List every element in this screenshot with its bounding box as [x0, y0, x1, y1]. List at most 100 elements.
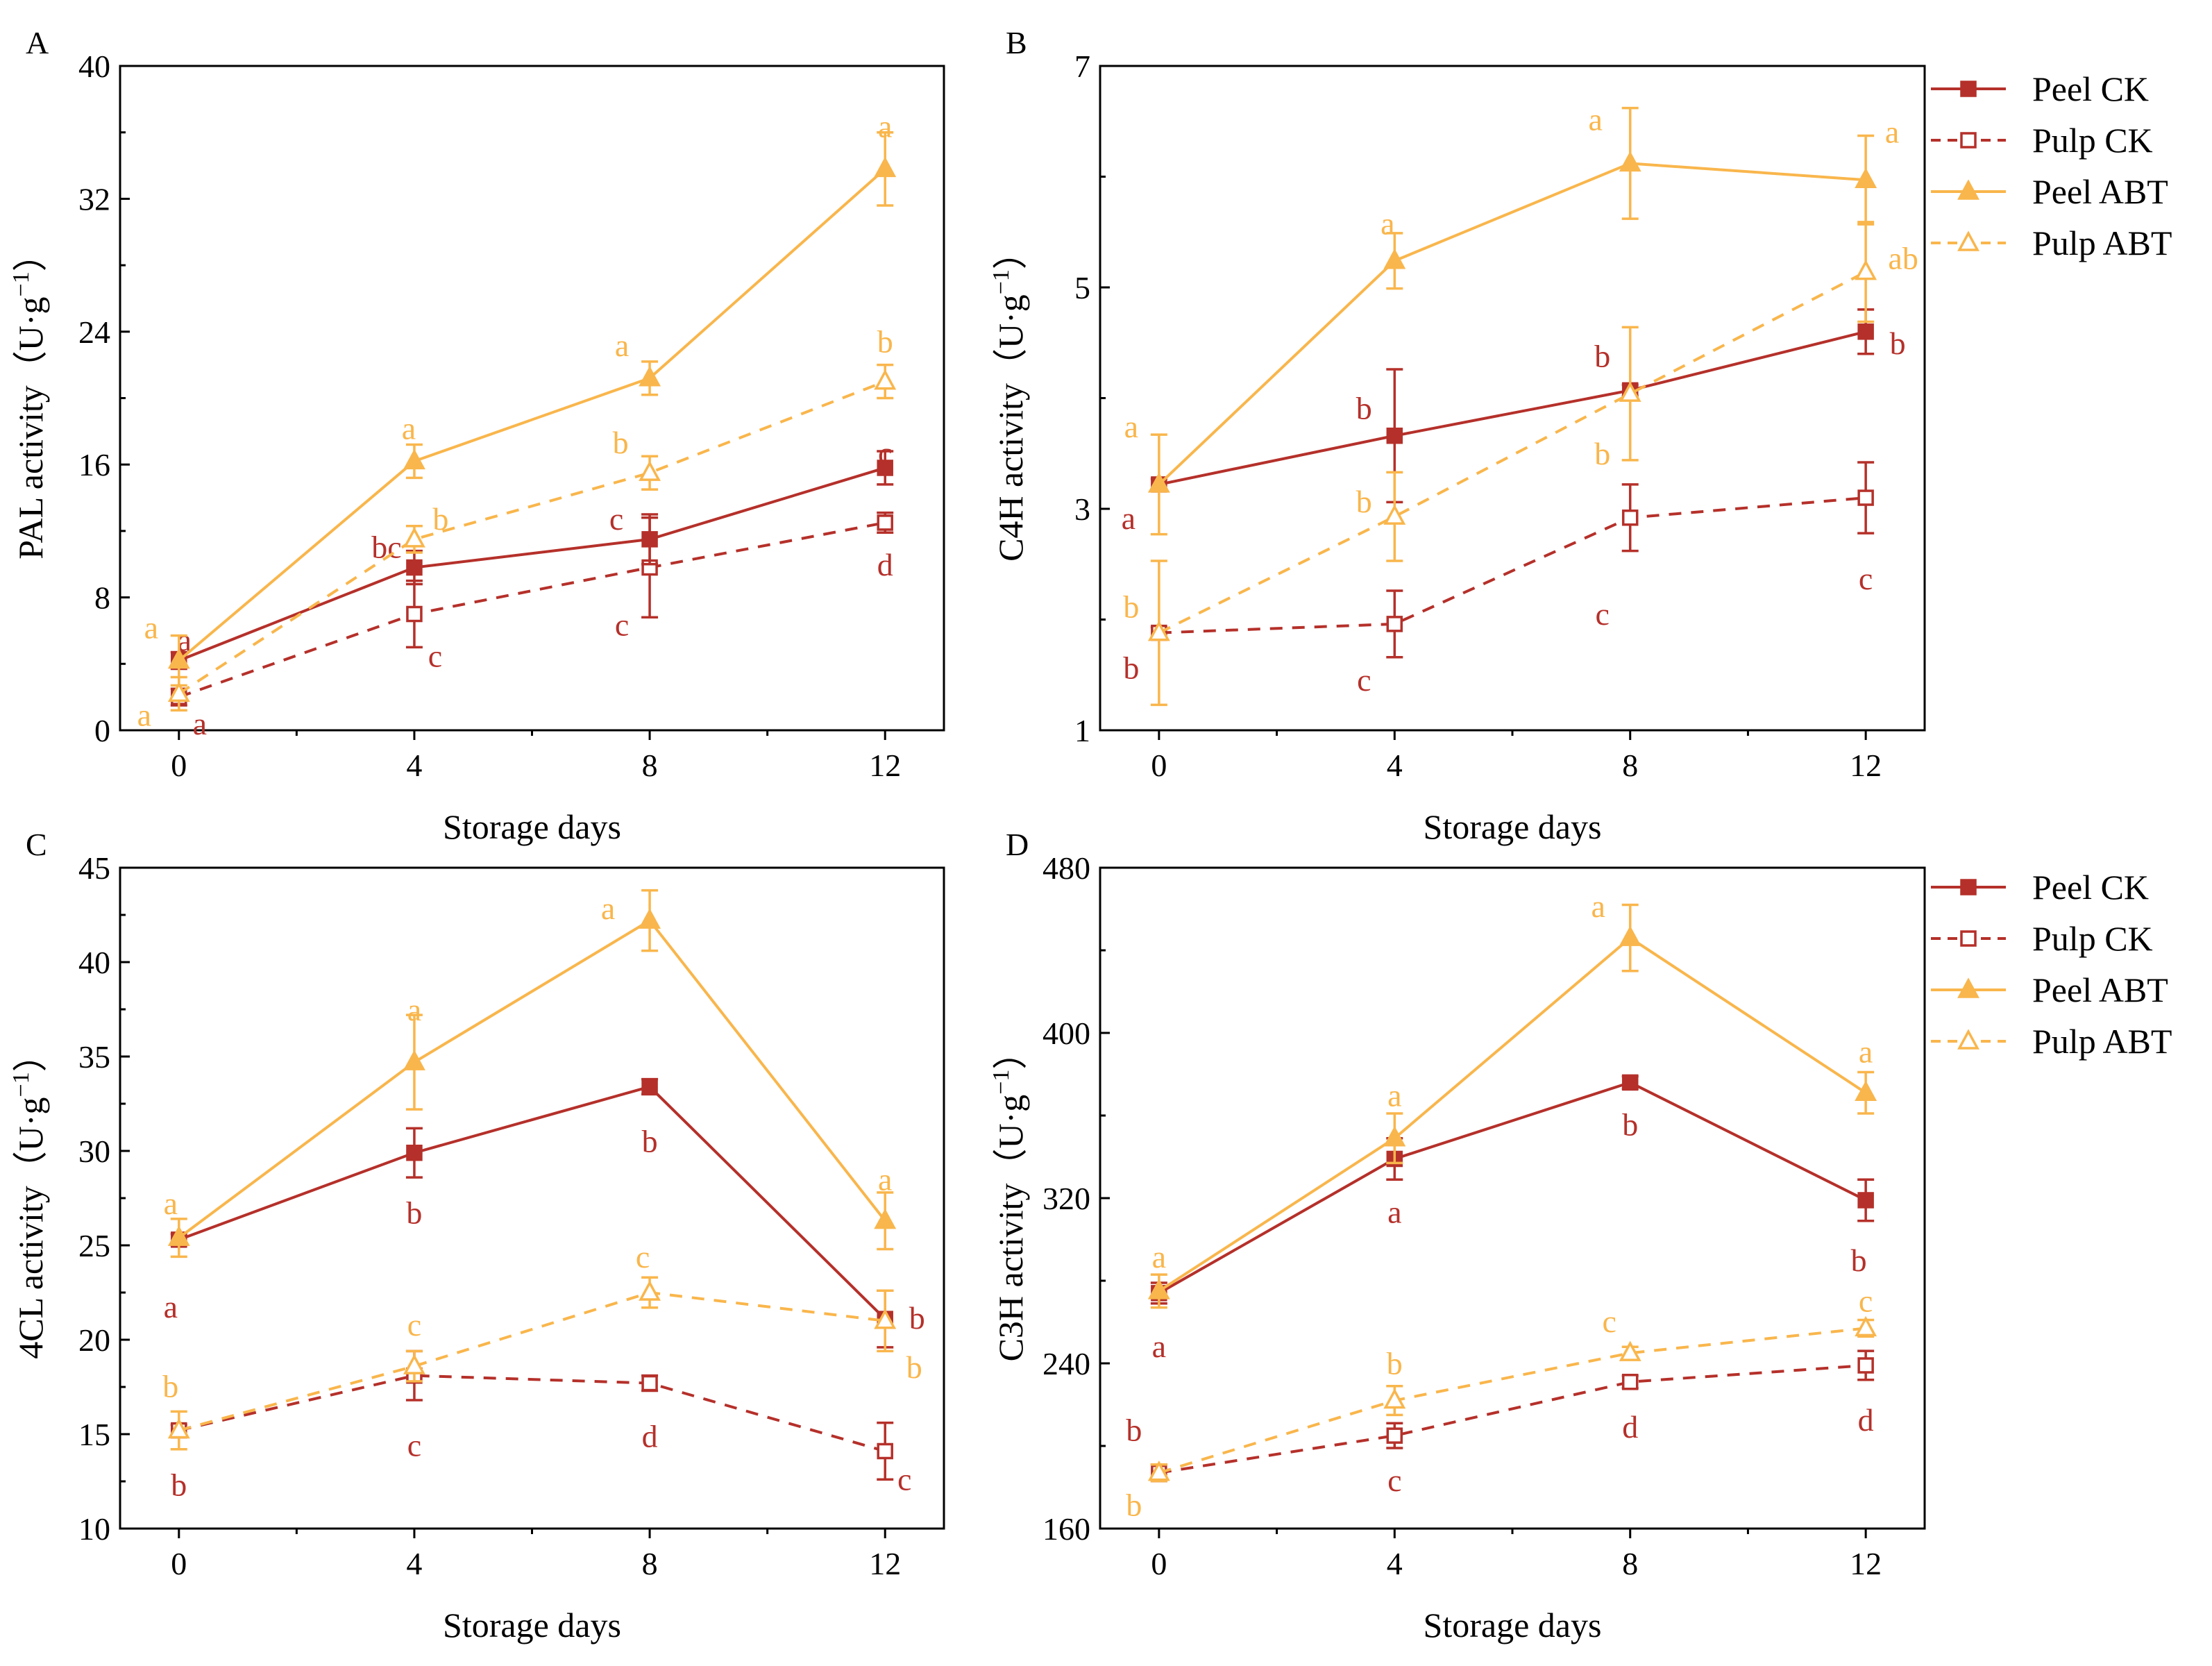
- series-line: [178, 466, 886, 662]
- y-axis-title-main: PAL activity（U·g: [11, 296, 50, 559]
- data-point: [641, 1374, 658, 1392]
- significance-letter: a: [615, 328, 629, 363]
- x-axis-title: Storage days: [443, 807, 621, 846]
- data-point: [1621, 510, 1639, 526]
- series-line: [1158, 1327, 1866, 1474]
- significance-letter: a: [1124, 409, 1138, 444]
- significance-letter: a: [164, 1186, 178, 1221]
- significance-letter: b: [1387, 1346, 1403, 1381]
- x-tick-label: 8: [642, 1546, 658, 1581]
- series-line: [1158, 330, 1866, 486]
- y-tick-label: 160: [1042, 1511, 1090, 1547]
- significance-letter: b: [1123, 589, 1139, 625]
- y-tick-label: 32: [78, 181, 110, 217]
- significance-letter: b: [1622, 1107, 1638, 1142]
- y-tick-label: 480: [1042, 850, 1090, 886]
- significance-letter: a: [1859, 1034, 1873, 1069]
- significance-letter: b: [1123, 650, 1139, 686]
- significance-letter: b: [1594, 338, 1610, 373]
- data-point: [1855, 259, 1877, 280]
- significance-letter: c: [1859, 561, 1873, 596]
- significance-letter: a: [1589, 101, 1603, 137]
- legend-label: Peel CK: [2032, 868, 2149, 907]
- plot-frame: [119, 866, 945, 1530]
- y-axis-title-sup: −1: [988, 1070, 1014, 1095]
- series-pulp-ck: b c d d: [1126, 1349, 1875, 1498]
- plot-frame: [119, 65, 945, 732]
- x-tick-label: 12: [1850, 1546, 1882, 1581]
- data-point: [167, 648, 190, 669]
- data-point: [1147, 1279, 1170, 1299]
- x-tick-label: 0: [1151, 1546, 1167, 1581]
- significance-letter: a: [1122, 500, 1135, 536]
- series-line: [178, 1085, 886, 1320]
- data-point: [1619, 1340, 1641, 1361]
- x-tick-label: 0: [171, 1546, 187, 1581]
- data-point: [1855, 1315, 1877, 1337]
- data-point: [1621, 1374, 1639, 1390]
- y-tick-label: 320: [1042, 1181, 1090, 1216]
- legend: Peel CK Pulp CK Peel ABT Pulp ABT: [1931, 868, 2172, 1061]
- data-point: [1857, 1192, 1874, 1209]
- significance-letter: c: [1596, 596, 1610, 632]
- x-tick-label: 8: [642, 748, 658, 783]
- data-point: [874, 1208, 897, 1229]
- series-line: [1158, 1081, 1867, 1295]
- y-tick-label: 15: [78, 1417, 110, 1452]
- y-axis-title-end: ）: [11, 1037, 50, 1072]
- series-pulp-ck: b c d c: [170, 1349, 911, 1503]
- significance-letter: b: [1594, 436, 1610, 471]
- significance-letter: b: [1126, 1488, 1142, 1523]
- significance-letter: ab: [1888, 241, 1918, 276]
- significance-letter: a: [1885, 114, 1899, 149]
- data-point: [639, 908, 661, 929]
- legend-label: Peel CK: [2032, 69, 2149, 108]
- data-point: [639, 1280, 661, 1301]
- series-peel-ck: a b b b: [164, 1077, 925, 1349]
- y-axis-title-sup: −1: [988, 269, 1014, 294]
- y-axis-title-main: C3H activity（U·g: [991, 1095, 1030, 1362]
- significance-letter: c: [1603, 1304, 1616, 1339]
- significance-letter: d: [642, 1419, 658, 1454]
- x-tick-label: 4: [406, 748, 422, 783]
- significance-letter: b: [406, 1195, 422, 1231]
- significance-letter: a: [402, 410, 416, 446]
- series-line: [178, 380, 886, 696]
- data-point: [877, 460, 893, 476]
- x-tick-label: 4: [406, 1546, 422, 1581]
- series-pulp-ck: b c c c: [1123, 461, 1875, 698]
- y-tick-label: 45: [78, 850, 110, 886]
- panel-c: C 10 15 20 25 30 35 40 45 0 4 8 12 Storage days 4CL ac…: [8, 827, 945, 1644]
- data-point: [403, 1354, 425, 1374]
- data-point: [1386, 1427, 1403, 1444]
- x-axis-title: Storage days: [443, 1606, 621, 1644]
- y-tick-label: 35: [78, 1039, 110, 1075]
- panel-b: B 1 3 5 7 0 4 8 12 Storage days C4H activity（U·g−1…: [988, 25, 1926, 846]
- data-point: [1621, 1074, 1639, 1091]
- series-line: [1158, 162, 1866, 486]
- significance-letter: bc: [371, 530, 401, 565]
- significance-letter: a: [1387, 1078, 1401, 1113]
- y-axis-title-sup: −1: [8, 1072, 34, 1097]
- data-point: [1383, 249, 1406, 269]
- data-point: [1857, 1357, 1874, 1374]
- panel-a: A 0 8 16 24 32 40 0 4 8 12 Storage days PAL activity…: [8, 25, 945, 846]
- significance-letter: b: [877, 324, 893, 360]
- y-tick-label: 30: [78, 1134, 110, 1169]
- plot-frame: [1099, 866, 1926, 1530]
- significance-letter: a: [601, 891, 615, 926]
- x-tick-label: 0: [1151, 748, 1167, 783]
- data-point: [1619, 925, 1641, 946]
- legend-marker: [1957, 230, 1979, 251]
- data-point: [1147, 620, 1170, 641]
- series-line: [178, 167, 886, 662]
- series-line: [178, 918, 886, 1239]
- y-axis-title-end: ）: [11, 237, 50, 271]
- series-peel-abt: a a a a: [1124, 101, 1899, 536]
- series-peel-ck: a b b b: [1122, 308, 1906, 536]
